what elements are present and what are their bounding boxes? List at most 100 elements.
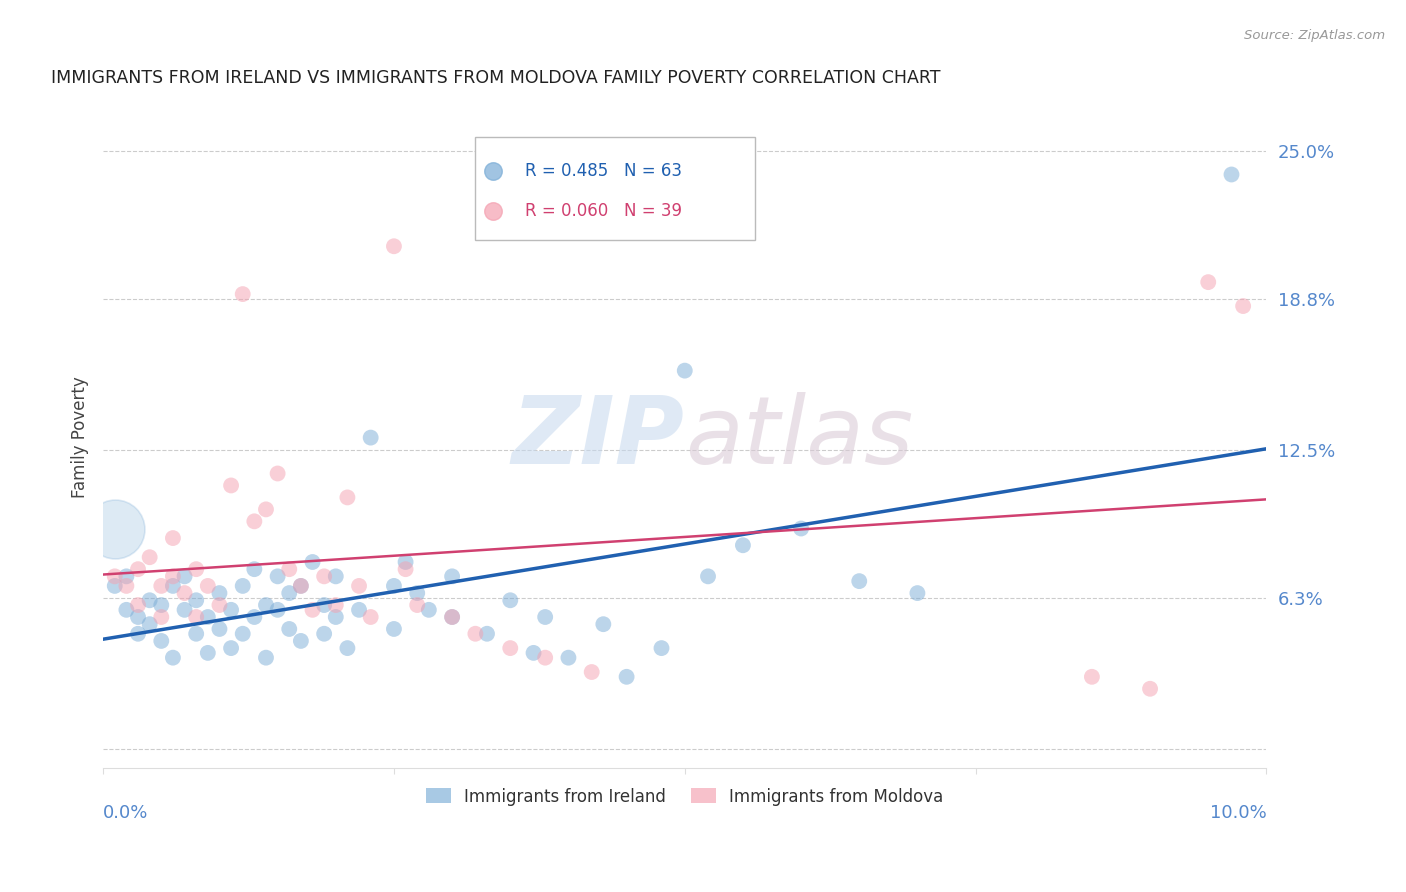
Point [173, 569, 195, 583]
Point [219, 641, 242, 656]
Point [441, 569, 464, 583]
Point [499, 641, 522, 656]
Point [104, 569, 127, 583]
Point [382, 579, 405, 593]
Point [266, 467, 288, 481]
Point [278, 586, 301, 600]
Point [162, 569, 184, 583]
Point [790, 521, 813, 535]
Point [499, 593, 522, 607]
Point [616, 670, 638, 684]
Point [673, 364, 696, 378]
Point [243, 514, 266, 528]
Point [138, 593, 160, 607]
Legend: Immigrants from Ireland, Immigrants from Moldova: Immigrants from Ireland, Immigrants from… [419, 780, 950, 813]
Point [1220, 168, 1243, 182]
Point [650, 641, 672, 656]
Point [186, 626, 208, 640]
Point [325, 598, 347, 612]
Point [382, 239, 405, 253]
Point [522, 646, 544, 660]
Point [150, 579, 173, 593]
Point [347, 603, 370, 617]
Point [162, 579, 184, 593]
Point [232, 579, 254, 593]
Text: 10.0%: 10.0% [1209, 804, 1267, 822]
Point [104, 521, 127, 535]
Point [394, 555, 416, 569]
Point [266, 569, 288, 583]
Point [254, 502, 277, 516]
Point [325, 569, 347, 583]
Point [1232, 299, 1254, 313]
Point [336, 641, 359, 656]
Text: IMMIGRANTS FROM IRELAND VS IMMIGRANTS FROM MOLDOVA FAMILY POVERTY CORRELATION CH: IMMIGRANTS FROM IRELAND VS IMMIGRANTS FR… [51, 69, 941, 87]
Point [475, 626, 498, 640]
Point [290, 634, 312, 648]
Point [254, 650, 277, 665]
Point [848, 574, 870, 588]
Point [243, 562, 266, 576]
Point [418, 603, 440, 617]
Point [581, 665, 603, 679]
Point [232, 626, 254, 640]
Point [278, 622, 301, 636]
Point [208, 622, 231, 636]
Point [186, 610, 208, 624]
Text: ZIP: ZIP [512, 392, 685, 483]
Point [290, 579, 312, 593]
Point [219, 478, 242, 492]
Point [173, 603, 195, 617]
Point [150, 610, 173, 624]
Point [534, 650, 557, 665]
Point [127, 598, 149, 612]
Point [186, 593, 208, 607]
Text: 0.0%: 0.0% [103, 804, 149, 822]
Point [406, 586, 429, 600]
Point [219, 603, 242, 617]
Point [208, 586, 231, 600]
Point [197, 610, 219, 624]
Point [1139, 681, 1161, 696]
Text: R = 0.485   N = 63: R = 0.485 N = 63 [526, 162, 682, 180]
Point [347, 579, 370, 593]
Point [115, 569, 138, 583]
Point [162, 650, 184, 665]
Point [360, 610, 382, 624]
Point [394, 562, 416, 576]
Point [382, 622, 405, 636]
Point [197, 579, 219, 593]
Point [697, 569, 720, 583]
Point [254, 598, 277, 612]
Point [138, 617, 160, 632]
Point [115, 579, 138, 593]
Point [266, 603, 288, 617]
Point [1197, 275, 1219, 289]
Point [301, 555, 323, 569]
Point [557, 650, 579, 665]
Point [314, 626, 336, 640]
Point [731, 538, 754, 552]
Point [104, 579, 127, 593]
Point [534, 610, 557, 624]
Point [243, 610, 266, 624]
Point [907, 586, 929, 600]
Point [360, 431, 382, 445]
Point [464, 626, 486, 640]
Point [208, 598, 231, 612]
Point [301, 603, 323, 617]
Point [138, 550, 160, 565]
Point [314, 598, 336, 612]
Point [1081, 670, 1104, 684]
Point [127, 562, 149, 576]
Point [325, 610, 347, 624]
Point [150, 634, 173, 648]
Point [441, 610, 464, 624]
Point [197, 646, 219, 660]
Text: Source: ZipAtlas.com: Source: ZipAtlas.com [1244, 29, 1385, 42]
Point [127, 610, 149, 624]
Point [173, 586, 195, 600]
Y-axis label: Family Poverty: Family Poverty [72, 376, 89, 499]
Point [441, 610, 464, 624]
Text: R = 0.060   N = 39: R = 0.060 N = 39 [526, 202, 682, 220]
